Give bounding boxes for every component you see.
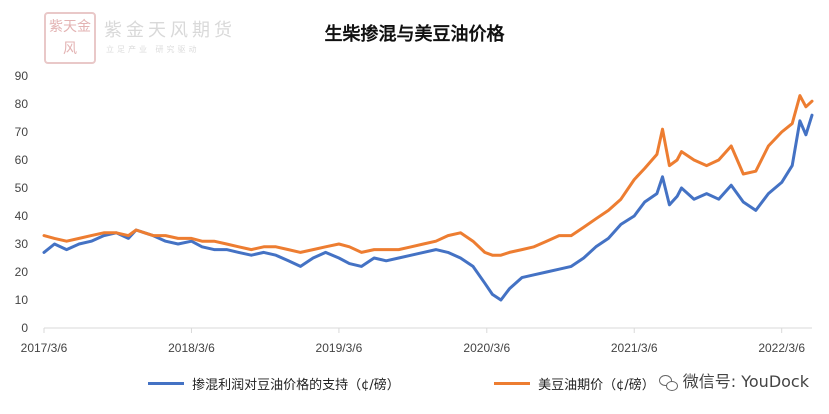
series-line-futures [42, 94, 814, 257]
y-tick-label: 60 [15, 153, 29, 167]
legend-label-futures: 美豆油期价（¢/磅） [538, 378, 655, 393]
x-tick-label: 2022/3/6 [758, 341, 805, 355]
wechat-icon [658, 374, 679, 391]
y-tick-label: 70 [15, 125, 29, 139]
series-layer [42, 94, 814, 302]
logo-seal: 紫天金风 [44, 12, 96, 64]
series-line-support [42, 113, 814, 302]
x-tick-label: 2019/3/6 [316, 341, 363, 355]
legend-swatch-support [148, 382, 184, 385]
chart-title: 生柴掺混与美豆油价格 [324, 24, 505, 45]
wechat-watermark: 微信号: YouDock [656, 368, 811, 392]
logo-slogan: 立足产业 研究驱动 [106, 45, 200, 54]
x-axis: 2017/3/6 2018/3/6 2019/3/6 2020/3/6 2021/3/6… [21, 327, 812, 355]
x-tick-label: 2018/3/6 [168, 341, 215, 355]
x-tick-label: 2020/3/6 [463, 341, 510, 355]
logo-company-name: 紫金天风期货 [104, 20, 236, 41]
y-tick-label: 20 [15, 265, 29, 279]
company-logo: 紫天金风 紫金天风期货 立足产业 研究驱动 [44, 12, 244, 64]
legend-item-support: 掺混利润对豆油价格的支持（¢/磅） [148, 374, 400, 393]
y-tick-label: 90 [15, 69, 29, 83]
y-tick-label: 30 [15, 237, 29, 251]
y-axis: 0 10 20 30 40 50 60 70 80 90 [15, 69, 29, 335]
y-tick-label: 10 [15, 293, 29, 307]
legend-item-futures: 美豆油期价（¢/磅） [494, 374, 655, 393]
x-tick-label: 2017/3/6 [21, 341, 68, 355]
y-tick-label: 50 [15, 181, 29, 195]
y-tick-label: 0 [21, 321, 28, 335]
watermark-text: 微信号: YouDock [682, 372, 809, 391]
y-tick-label: 40 [15, 209, 29, 223]
legend-label-support: 掺混利润对豆油价格的支持（¢/磅） [192, 378, 400, 393]
x-tick-label: 2021/3/6 [611, 341, 658, 355]
legend-swatch-futures [494, 382, 530, 385]
y-tick-label: 80 [15, 97, 29, 111]
